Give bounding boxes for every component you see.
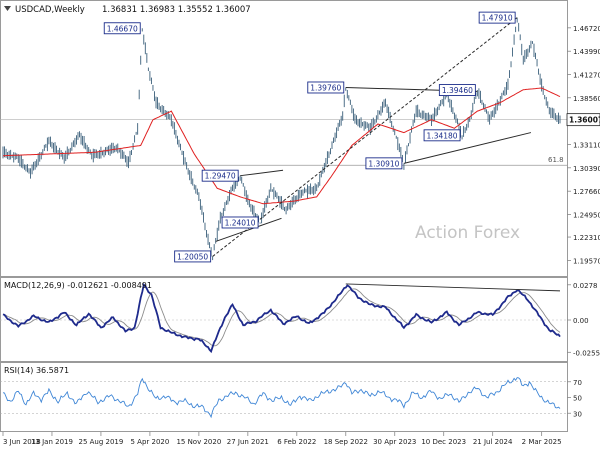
macd-line — [2, 282, 561, 354]
ohlc-values: 1.36831 1.36983 1.35552 1.36007 — [102, 5, 251, 15]
watermark: Action Forex — [415, 223, 520, 243]
annotation-label: 1.34180 — [427, 131, 458, 140]
annotation-label: 1.20050 — [177, 252, 208, 261]
trendline — [212, 17, 518, 257]
macd-y-tick-label: 0.00 — [573, 317, 589, 325]
price-annotation: 1.20050 — [174, 250, 212, 263]
rsi-y-tick-label: 50 — [573, 395, 582, 403]
annotation-box — [201, 169, 239, 182]
x-tick-label: 27 Jun 2021 — [227, 438, 269, 446]
macd-panel-frame — [0, 277, 568, 362]
annotation-label: 1.46670 — [107, 24, 138, 33]
x-tick-label: 25 Aug 2019 — [79, 438, 124, 446]
annotation-box — [307, 81, 345, 94]
x-tick-label: 21 Jul 2024 — [473, 438, 513, 446]
price-y-tick-label: 1.38560 — [573, 95, 600, 103]
annotation-label: 1.30910 — [368, 159, 399, 168]
annotation-label: 1.24010 — [225, 218, 256, 227]
triangle-down-icon[interactable] — [4, 6, 11, 11]
macd-y-tick-label: -0.025511 — [573, 349, 600, 357]
rsi-layer: 70 50 30 — [0, 377, 582, 419]
price-y-tick-label: 1.19570 — [573, 258, 600, 266]
x-tick-label: 18 Sep 2022 — [324, 438, 368, 446]
annotation-box — [423, 129, 461, 142]
price-annotation: 1.24010 — [221, 216, 259, 229]
rsi-line — [2, 377, 561, 419]
price-y-tick-label: 1.22310 — [573, 234, 600, 242]
x-tick-label: 10 Dec 2023 — [421, 438, 466, 446]
x-tick-label: 5 Apr 2020 — [130, 438, 169, 446]
price-panel-frame — [0, 0, 568, 277]
macd-y-tick-label: 0.0278 — [573, 282, 598, 290]
annotation-box — [365, 157, 403, 170]
fib-level-label: 61.8 — [548, 156, 564, 164]
price-y-tick-label: 1.41270 — [573, 72, 600, 80]
symbol-label: USDCAD,Weekly — [15, 5, 85, 15]
price-annotation: 1.46670 — [103, 22, 141, 35]
x-tick-label: 6 Feb 2022 — [277, 438, 316, 446]
rsi-y-tick-label: 70 — [573, 379, 582, 387]
annotation-label: 1.29470 — [205, 172, 236, 181]
x-tick-label: 15 Nov 2020 — [176, 438, 221, 446]
annotation-label: 1.39460 — [442, 86, 473, 95]
price-annotation: 1.34180 — [423, 129, 461, 142]
price-annotation: 1.29470 — [201, 169, 239, 182]
price-annotation: 1.47910 — [478, 11, 516, 24]
trendline — [240, 169, 284, 177]
rsi-title: RSI(14) 36.5871 — [4, 366, 69, 375]
x-tick-label: 30 Apr 2023 — [373, 438, 416, 446]
price-annotation: 1.39760 — [307, 81, 345, 94]
rsi-panel-frame — [0, 362, 568, 432]
annotation-label: 1.39760 — [310, 83, 341, 92]
price-y-tick-label: 1.30390 — [573, 165, 600, 173]
macd-title: MACD(12,26,9) -0.012621 -0.008491 — [4, 281, 152, 290]
annotation-box — [174, 250, 212, 263]
price-annotation: 1.39460 — [438, 84, 476, 97]
price-annotation: 1.30910 — [365, 157, 403, 170]
price-y-tick-label: 1.33110 — [573, 141, 600, 149]
x-tick-label: 13 Jan 2019 — [31, 438, 73, 446]
price-y-tick-label: 1.24950 — [573, 211, 600, 219]
x-tick-label: 2 Mar 2025 — [522, 438, 562, 446]
price-layer: 61.8 1.46670 1.47910 1.39760 1.39460 1.34180 1… — [0, 11, 600, 266]
macd-divergence-line — [345, 283, 561, 292]
price-y-tick-label: 1.27660 — [573, 188, 600, 196]
annotation-box — [103, 22, 141, 35]
price-bars — [2, 17, 561, 261]
current-price-box — [566, 113, 600, 127]
rsi-y-tick-label: 30 — [573, 410, 582, 418]
annotation-box — [221, 216, 259, 229]
price-y-tick-label: 1.46720 — [573, 25, 600, 33]
price-y-tick-label: 1.43990 — [573, 48, 600, 56]
price-y-axis: 1.46720 1.43990 1.41270 1.38560 1.33110 1.303… — [566, 25, 600, 266]
trendline — [403, 132, 532, 164]
annotation-box — [438, 84, 476, 97]
macd-layer: 0.0278 0.00 -0.025511 — [0, 282, 600, 357]
trendline — [215, 217, 282, 242]
macd-signal-line — [2, 288, 561, 347]
current-price-label: 1.36007 — [569, 116, 600, 125]
x-tick-label: 3 Jun 2018 — [3, 438, 41, 446]
annotation-box — [478, 11, 516, 24]
annotation-label: 1.47910 — [482, 14, 513, 23]
